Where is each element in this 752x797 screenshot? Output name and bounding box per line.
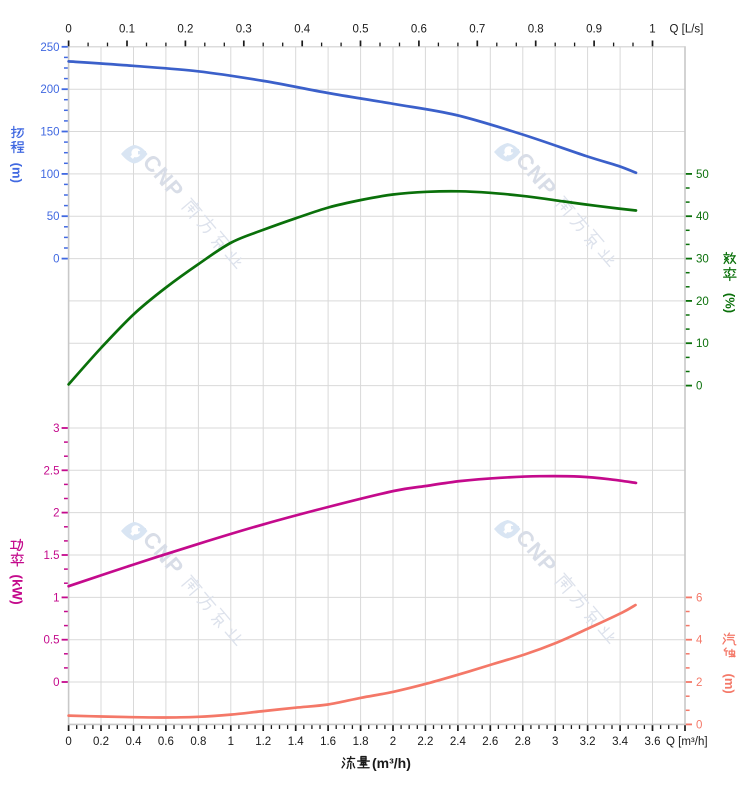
svg-text:2.6: 2.6 — [482, 736, 498, 748]
svg-text:100: 100 — [40, 169, 59, 181]
svg-text:0.5: 0.5 — [353, 24, 369, 36]
svg-text:1.5: 1.5 — [44, 550, 60, 562]
svg-text:0.3: 0.3 — [236, 24, 252, 36]
svg-text:200: 200 — [40, 84, 59, 96]
svg-text:150: 150 — [40, 127, 59, 139]
svg-text:30: 30 — [696, 254, 709, 266]
svg-text:(m): (m) — [722, 673, 737, 693]
svg-text:3.2: 3.2 — [580, 736, 596, 748]
svg-text:2: 2 — [390, 736, 396, 748]
svg-text:1: 1 — [649, 24, 655, 36]
svg-text:(%): (%) — [723, 293, 738, 313]
svg-text:2.4: 2.4 — [450, 736, 467, 748]
svg-text:1.4: 1.4 — [288, 736, 305, 748]
svg-text:250: 250 — [40, 42, 59, 54]
svg-text:0: 0 — [696, 719, 702, 731]
svg-text:0.9: 0.9 — [586, 24, 602, 36]
svg-text:0.6: 0.6 — [158, 736, 174, 748]
svg-text:0.1: 0.1 — [119, 24, 135, 36]
svg-text:2.8: 2.8 — [515, 736, 531, 748]
svg-text:2: 2 — [696, 677, 702, 689]
svg-text:1.6: 1.6 — [320, 736, 336, 748]
svg-text:0.4: 0.4 — [126, 736, 143, 748]
svg-text:20: 20 — [696, 296, 709, 308]
svg-text:0.5: 0.5 — [44, 635, 60, 647]
svg-text:6: 6 — [696, 592, 702, 604]
svg-text:0.2: 0.2 — [177, 24, 193, 36]
svg-text:50: 50 — [47, 211, 60, 223]
svg-text:3: 3 — [53, 423, 59, 435]
svg-text:(m³/h): (m³/h) — [372, 755, 411, 771]
svg-text:0: 0 — [53, 254, 59, 266]
svg-text:3.4: 3.4 — [612, 736, 629, 748]
svg-text:0.8: 0.8 — [190, 736, 206, 748]
svg-text:1: 1 — [228, 736, 234, 748]
svg-text:0.2: 0.2 — [93, 736, 109, 748]
svg-text:(m): (m) — [10, 163, 25, 183]
svg-text:40: 40 — [696, 211, 709, 223]
svg-text:0.6: 0.6 — [411, 24, 427, 36]
svg-text:3: 3 — [552, 736, 558, 748]
svg-text:4: 4 — [696, 635, 703, 647]
svg-text:3.6: 3.6 — [645, 736, 661, 748]
svg-text:(kW): (kW) — [10, 574, 26, 604]
svg-text:1.8: 1.8 — [353, 736, 369, 748]
svg-text:1.2: 1.2 — [255, 736, 271, 748]
svg-text:0.8: 0.8 — [528, 24, 544, 36]
svg-text:0: 0 — [65, 736, 71, 748]
svg-text:50: 50 — [696, 169, 709, 181]
svg-text:10: 10 — [696, 338, 709, 350]
svg-text:Q [L/s]: Q [L/s] — [670, 24, 704, 36]
svg-text:Q [m³/h]: Q [m³/h] — [666, 736, 708, 748]
svg-text:0.4: 0.4 — [294, 24, 311, 36]
svg-text:0: 0 — [696, 381, 702, 393]
svg-text:0.7: 0.7 — [469, 24, 485, 36]
svg-text:0: 0 — [65, 24, 71, 36]
svg-text:2: 2 — [53, 508, 59, 520]
svg-text:2.5: 2.5 — [44, 465, 60, 477]
svg-text:0: 0 — [53, 677, 59, 689]
svg-text:2.2: 2.2 — [417, 736, 433, 748]
svg-text:1: 1 — [53, 592, 59, 604]
